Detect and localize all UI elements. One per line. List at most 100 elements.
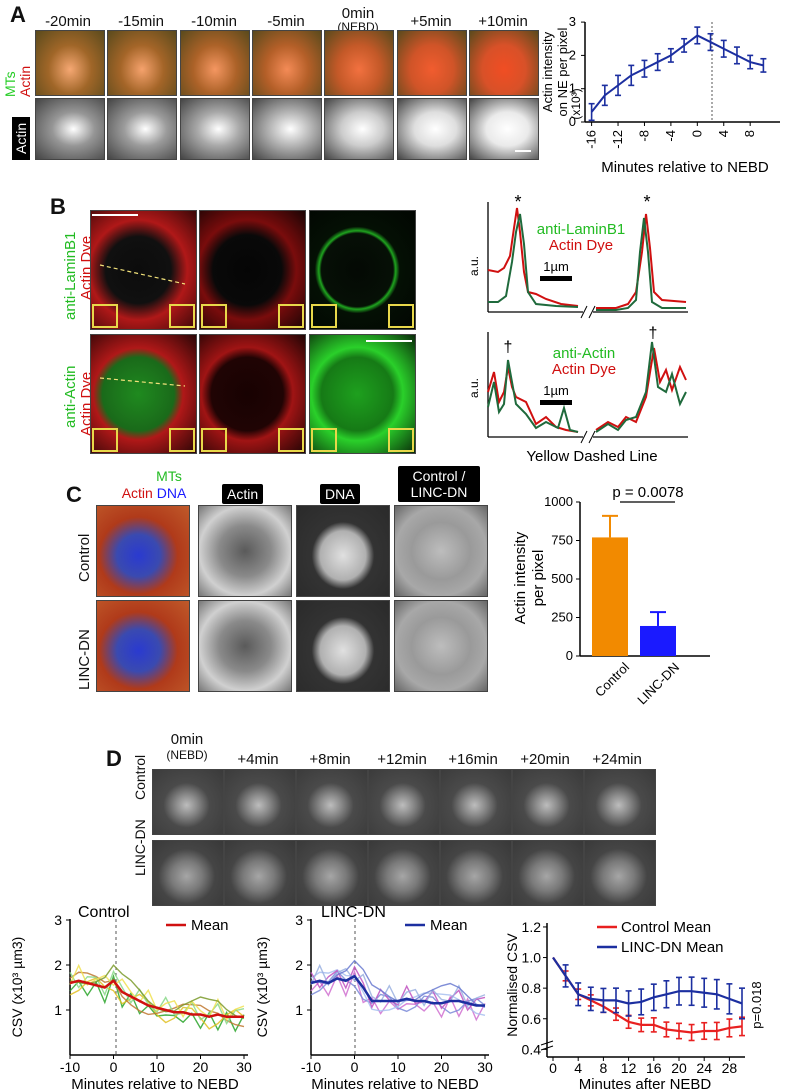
actin-micrograph [397, 98, 467, 160]
panelD-control-micrograph [152, 769, 224, 835]
mean-line [69, 978, 244, 1019]
ylabel: a.u. [467, 256, 481, 276]
timepoint-label: 0min [341, 5, 375, 22]
timepoint-label: +10min [478, 13, 528, 30]
actin-micrograph [469, 98, 539, 160]
merge-micrograph [180, 30, 250, 96]
panelC-micrograph [96, 600, 190, 692]
pvalue: p = 0.0078 [612, 484, 683, 501]
panelB-micrograph [199, 210, 306, 330]
panel-letter-c: C [66, 482, 82, 507]
ytick-label: 0.8 [522, 980, 542, 996]
merge-micrograph [252, 30, 322, 96]
cell-trace [69, 969, 245, 1025]
chartA-series-line [590, 34, 764, 113]
chartC-ytick-label: 1000 [544, 494, 573, 509]
timepoint-label: +8min [309, 751, 351, 768]
peak-star: * [643, 192, 650, 212]
chartA-ylabel-line2: on NE per pixel [555, 27, 570, 116]
ytick-label: 0.6 [522, 1011, 542, 1027]
chartC-bar [640, 625, 676, 656]
inset-box [278, 428, 304, 452]
ytick-label: 2 [54, 957, 62, 973]
timepoint-label: +16min [448, 751, 498, 768]
xtick-label: 20 [193, 1059, 209, 1075]
col-label-line1: Control / [412, 468, 466, 484]
xtick-label: 24 [696, 1060, 712, 1076]
inset-box [311, 428, 337, 452]
timepoint-label: +24min [592, 751, 642, 768]
dashed-profile-line [99, 264, 186, 285]
scale-bar [540, 400, 572, 405]
panelD-control-micrograph [368, 769, 440, 835]
chartA-xtick-label: -12 [610, 130, 625, 149]
xtick-label: 30 [236, 1059, 252, 1075]
inset-box [201, 304, 227, 328]
chartC-bar [592, 537, 628, 656]
legend-red: Actin Dye [549, 237, 613, 254]
panelA-row-label: MTs [2, 71, 18, 97]
scale-bar [515, 150, 531, 152]
inset-box [388, 304, 414, 328]
panelD-linc-micrograph [152, 840, 224, 906]
inset-box [169, 304, 195, 328]
row-label-control: Control [76, 533, 93, 582]
panelB-micrograph [309, 334, 416, 454]
cell-trace [69, 973, 245, 1033]
timepoint-label: -5min [267, 13, 305, 30]
panelB-row2-green-label: anti-Actin [62, 365, 79, 428]
row-label-linc: LINC-DN [132, 819, 148, 876]
chartC-ylabel-line1: Actin intensity [512, 531, 529, 624]
chartC-ytick-label: 0 [566, 648, 573, 663]
merge-micrograph [397, 30, 467, 96]
chartC-xtick: Control [592, 659, 632, 699]
ytick-label: 1 [295, 1002, 303, 1018]
chartC: 0 250 500 750 1000 p = 0.0078 Actin intensit… [512, 484, 710, 707]
chartD2-ylabel: CSV (x10³ µm3) [255, 937, 270, 1038]
xtick-label: -10 [60, 1059, 80, 1075]
inset-box [201, 428, 227, 452]
inset-box [311, 304, 337, 328]
panelD-linc-micrograph [512, 840, 584, 906]
norm-legend-linc: LINC-DN Mean [621, 939, 724, 956]
inset-box [278, 304, 304, 328]
peak-dagger: † [649, 325, 658, 342]
timepoint-label: 0min [170, 731, 204, 748]
ytick-label: 1.0 [522, 950, 542, 966]
chartA-xtick-label: -16 [584, 130, 599, 149]
panelD-control-micrograph [224, 769, 296, 835]
peak-star: * [514, 192, 521, 212]
timepoint-label: +20min [520, 751, 570, 768]
merge-label: Actin DNA [104, 485, 204, 501]
panelD-control-micrograph [440, 769, 512, 835]
chartA-ylabel-line1: Actin intensity [540, 31, 555, 112]
panelC-micrograph [198, 600, 292, 692]
chartD2-legend: Mean [430, 917, 468, 934]
ylabel: a.u. [467, 378, 481, 398]
ytick-label: 3 [295, 912, 303, 928]
cell-trace [310, 963, 486, 1008]
peak-dagger: † [504, 339, 513, 356]
panelD-linc-micrograph [368, 840, 440, 906]
nebd-note: (NEBD) [166, 748, 208, 762]
chartA-xtick-label: 4 [716, 130, 731, 137]
panelA-row-label: Actin [17, 66, 33, 97]
row-label-linc: LINC-DN [76, 629, 93, 690]
timepoint-label: -10min [191, 13, 237, 30]
panelB-micrograph [199, 334, 306, 454]
panel-letter-a: A [10, 2, 26, 27]
inset-box [388, 428, 414, 452]
scale-bar [92, 214, 138, 216]
merge-micrograph [35, 30, 105, 96]
chartA-xlabel: Minutes relative to NEBD [601, 159, 769, 176]
panelC-micrograph [296, 600, 390, 692]
panel-letter-b: B [50, 194, 66, 219]
chartA: 0 1 2 3 -16 -12 -8 -4 0 4 8 Actin intensity on NE… [540, 14, 780, 176]
chartD-control: 1 2 3 -10 0 10 20 30 Control Mean CSV (x10³ µm3… [9, 904, 252, 1092]
panelD-linc-micrograph [296, 840, 368, 906]
panelC-micrograph [96, 505, 190, 597]
scale-label: 1µm [543, 383, 569, 398]
actin-micrograph [107, 98, 177, 160]
merge-label-dna: DNA [156, 485, 187, 501]
chartA-ytick-label: 1 [569, 81, 576, 96]
